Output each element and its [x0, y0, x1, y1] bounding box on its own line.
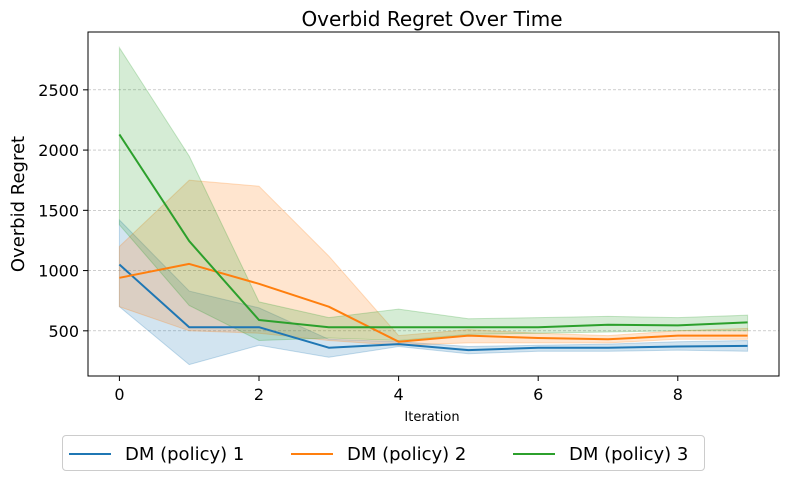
- confidence-band-2: [118, 179, 749, 346]
- axis-ticks: 500 1000 1500 2000 2500 0 2 4 6 8: [38, 81, 683, 404]
- grid-layer: [88, 89, 779, 332]
- y-tick-label-2500: 2500: [38, 81, 79, 100]
- chart-title: Overbid Regret Over Time: [301, 7, 562, 31]
- series-line-2: [119, 262, 748, 343]
- x-tick-label-2: 2: [254, 385, 264, 404]
- confidence-bands: [118, 45, 749, 366]
- legend-swatch-3: [513, 453, 555, 455]
- series-lines: [118, 133, 748, 352]
- y-tick-label-2000: 2000: [38, 141, 79, 160]
- y-tick-label-1000: 1000: [38, 262, 79, 281]
- confidence-band-1: [118, 218, 749, 366]
- legend-item-3: DM (policy) 3: [513, 436, 688, 472]
- y-tick-label-500: 500: [48, 322, 79, 341]
- legend: DM (policy) 1 DM (policy) 2 DM (policy) …: [62, 435, 705, 471]
- legend-label-1: DM (policy) 1: [125, 443, 245, 465]
- x-axis-label: Iteration: [404, 410, 459, 425]
- x-tick-label-4: 4: [394, 385, 404, 404]
- legend-item-2: DM (policy) 2: [291, 436, 466, 472]
- legend-item-1: DM (policy) 1: [69, 436, 244, 472]
- legend-label-2: DM (policy) 2: [347, 443, 467, 465]
- plot-frame: [87, 31, 780, 377]
- legend-swatch-1: [69, 453, 111, 455]
- chart-svg: Overbid Regret Over Time 500 1000 1500 2000…: [8, 7, 780, 425]
- y-axis-label: Overbid Regret: [8, 136, 29, 272]
- x-tick-label-8: 8: [673, 385, 683, 404]
- series-line-1: [118, 263, 748, 352]
- legend-label-3: DM (policy) 3: [569, 443, 689, 465]
- legend-swatch-2: [291, 453, 333, 455]
- x-tick-label-6: 6: [533, 385, 543, 404]
- series-line-3: [118, 133, 748, 329]
- y-tick-label-1500: 1500: [38, 201, 79, 220]
- confidence-band-3: [118, 45, 749, 342]
- x-tick-label-0: 0: [114, 385, 124, 404]
